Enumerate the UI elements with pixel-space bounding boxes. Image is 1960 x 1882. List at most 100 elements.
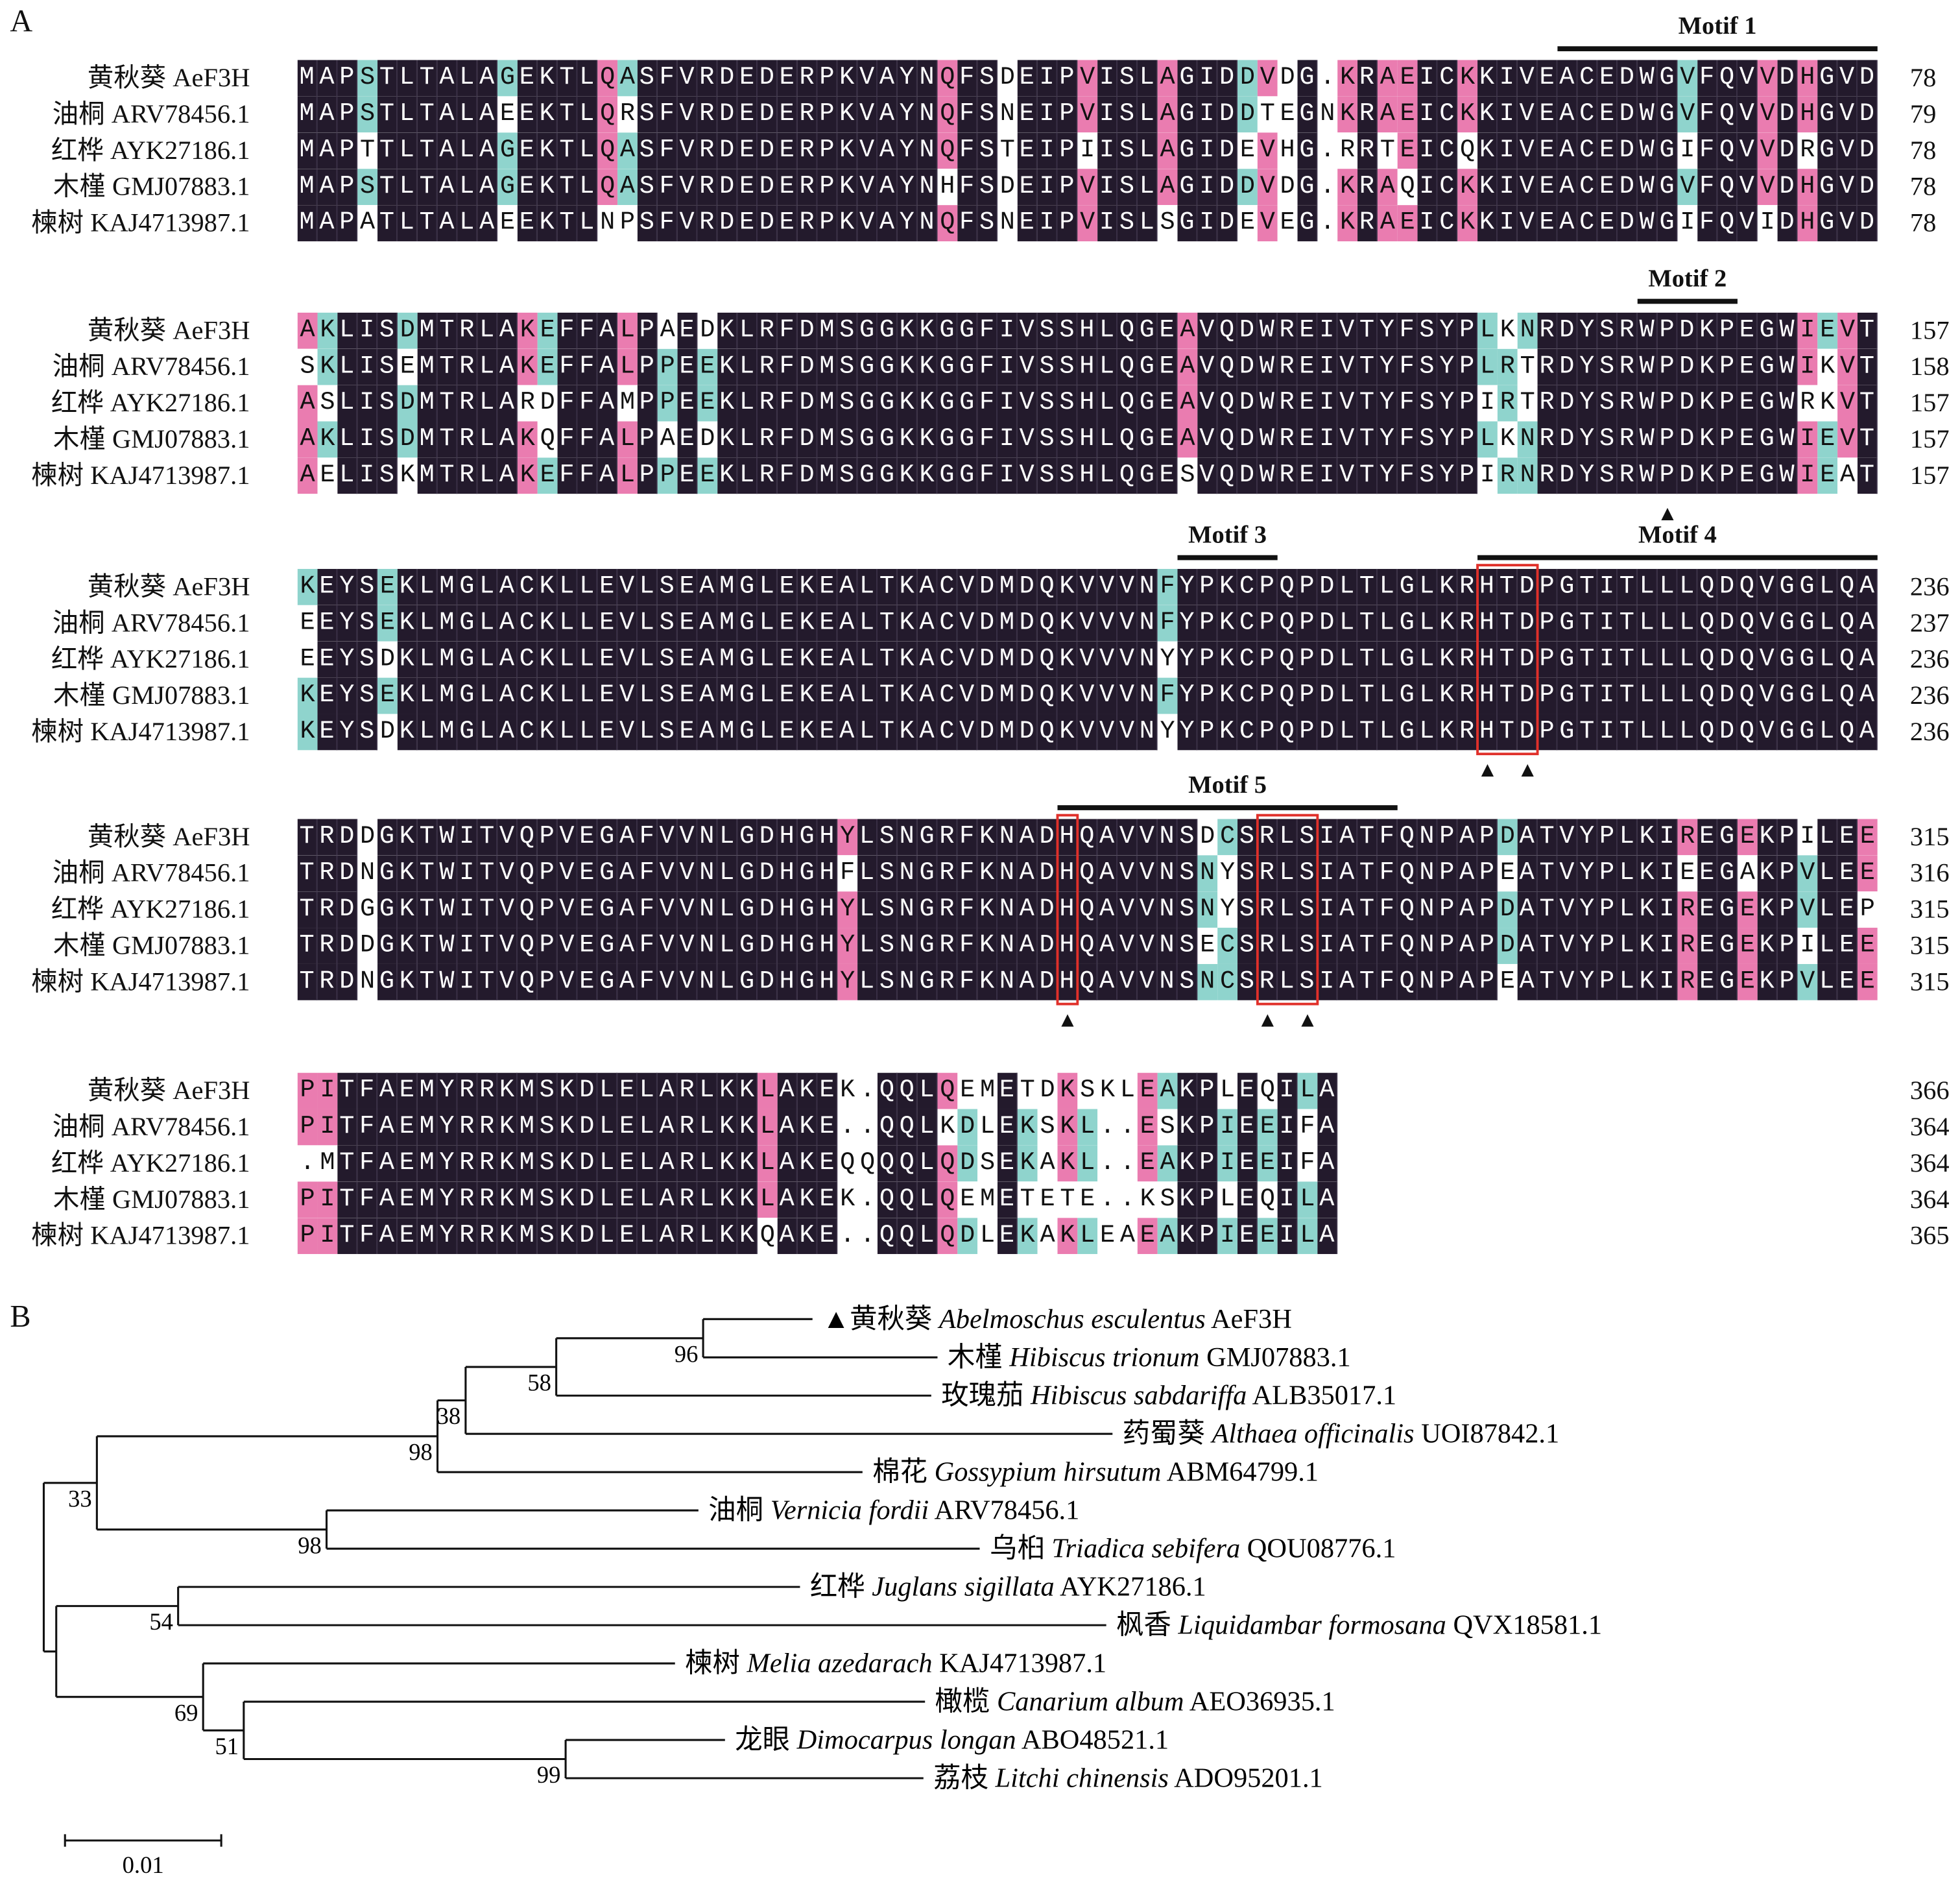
residue: R bbox=[1797, 385, 1818, 422]
residue: I bbox=[1797, 819, 1818, 856]
residue: K bbox=[1637, 855, 1658, 892]
residue: S bbox=[1077, 1072, 1098, 1109]
residue: K bbox=[897, 677, 918, 714]
residue: V bbox=[617, 677, 638, 714]
residue: S bbox=[1117, 60, 1138, 97]
residue: L bbox=[757, 714, 778, 751]
residue: L bbox=[1677, 568, 1698, 605]
residue: K bbox=[797, 1181, 818, 1218]
residue: . bbox=[1117, 1109, 1138, 1146]
residue: D bbox=[397, 312, 418, 349]
residue: S bbox=[357, 96, 378, 133]
residue: L bbox=[577, 96, 598, 133]
residue: P bbox=[337, 96, 358, 133]
residue: V bbox=[1017, 457, 1038, 494]
residue: L bbox=[917, 1145, 938, 1182]
residue: S bbox=[637, 205, 658, 241]
residue: F bbox=[577, 385, 598, 422]
residue: Y bbox=[1157, 641, 1178, 678]
residue: I bbox=[1597, 605, 1618, 642]
residue: P bbox=[1537, 714, 1558, 751]
residue: K bbox=[897, 421, 918, 458]
residue: G bbox=[497, 60, 518, 97]
residue: W bbox=[1777, 457, 1798, 494]
residue: Q bbox=[597, 96, 618, 133]
residue: D bbox=[1017, 568, 1038, 605]
residue: E bbox=[317, 605, 338, 642]
residue: T bbox=[477, 855, 498, 892]
residue: E bbox=[1237, 1145, 1258, 1182]
residue: M bbox=[817, 385, 838, 422]
residue: T bbox=[1357, 891, 1378, 928]
residue-count: 315 bbox=[1909, 930, 1950, 961]
residue: L bbox=[1337, 605, 1358, 642]
residue: L bbox=[1637, 605, 1658, 642]
residue: N bbox=[897, 891, 918, 928]
residue: E bbox=[997, 1145, 1018, 1182]
residue: I bbox=[1797, 457, 1818, 494]
residue: N bbox=[597, 205, 618, 241]
residue: V bbox=[1097, 677, 1118, 714]
residue: K bbox=[737, 1181, 758, 1218]
residue: V bbox=[617, 568, 638, 605]
residue: K bbox=[517, 348, 538, 385]
residue: I bbox=[1317, 385, 1338, 422]
residue: . bbox=[1317, 205, 1338, 241]
residue: V bbox=[677, 205, 698, 241]
residue: A bbox=[597, 312, 618, 349]
residue: A bbox=[917, 568, 938, 605]
residue: D bbox=[757, 132, 778, 169]
residue: E bbox=[1397, 96, 1418, 133]
residue: Y bbox=[437, 1181, 458, 1218]
residue: Y bbox=[1437, 457, 1458, 494]
residue: V bbox=[1137, 963, 1158, 1000]
residue: P bbox=[657, 348, 678, 385]
residue-count: 157 bbox=[1909, 460, 1950, 490]
residue: Q bbox=[877, 1181, 898, 1218]
residue: D bbox=[1237, 421, 1258, 458]
residue: R bbox=[517, 385, 538, 422]
residue: R bbox=[1357, 205, 1378, 241]
residue: H bbox=[777, 891, 798, 928]
residue: V bbox=[1117, 963, 1138, 1000]
residue: V bbox=[1017, 348, 1038, 385]
residue: S bbox=[1597, 348, 1618, 385]
residue: T bbox=[1537, 855, 1558, 892]
residue: A bbox=[1337, 891, 1358, 928]
residue: D bbox=[1617, 169, 1638, 206]
residue: T bbox=[1517, 385, 1538, 422]
residue: D bbox=[797, 312, 818, 349]
residue: I bbox=[1277, 1218, 1298, 1255]
residue: F bbox=[777, 385, 798, 422]
residue: R bbox=[937, 855, 958, 892]
residue: L bbox=[1077, 1109, 1098, 1146]
residue: T bbox=[1537, 819, 1558, 856]
residue: L bbox=[557, 568, 578, 605]
residue: R bbox=[757, 312, 778, 349]
residue: K bbox=[557, 1218, 578, 1255]
residue: V bbox=[1077, 641, 1098, 678]
residue: A bbox=[1097, 819, 1118, 856]
residue: D bbox=[1237, 348, 1258, 385]
residue: S bbox=[1057, 421, 1078, 458]
motif-label: Motif 4 bbox=[1638, 521, 1717, 549]
residue: G bbox=[1137, 457, 1158, 494]
residue: S bbox=[357, 605, 378, 642]
accession-number: AYK27186.1 bbox=[1055, 1572, 1206, 1602]
residue: I bbox=[1677, 205, 1698, 241]
residue: K bbox=[297, 677, 318, 714]
residue: C bbox=[1437, 60, 1458, 97]
residue: I bbox=[1417, 60, 1438, 97]
residue: S bbox=[1597, 421, 1618, 458]
residue: C bbox=[937, 677, 958, 714]
residue: F bbox=[777, 348, 798, 385]
residue: W bbox=[437, 928, 458, 964]
residue: R bbox=[1537, 457, 1558, 494]
residue: Y bbox=[837, 891, 858, 928]
residue: G bbox=[377, 891, 398, 928]
residue: K bbox=[1437, 714, 1458, 751]
residue: G bbox=[1777, 568, 1798, 605]
residue: I bbox=[317, 1218, 338, 1255]
residue: R bbox=[677, 1181, 698, 1218]
